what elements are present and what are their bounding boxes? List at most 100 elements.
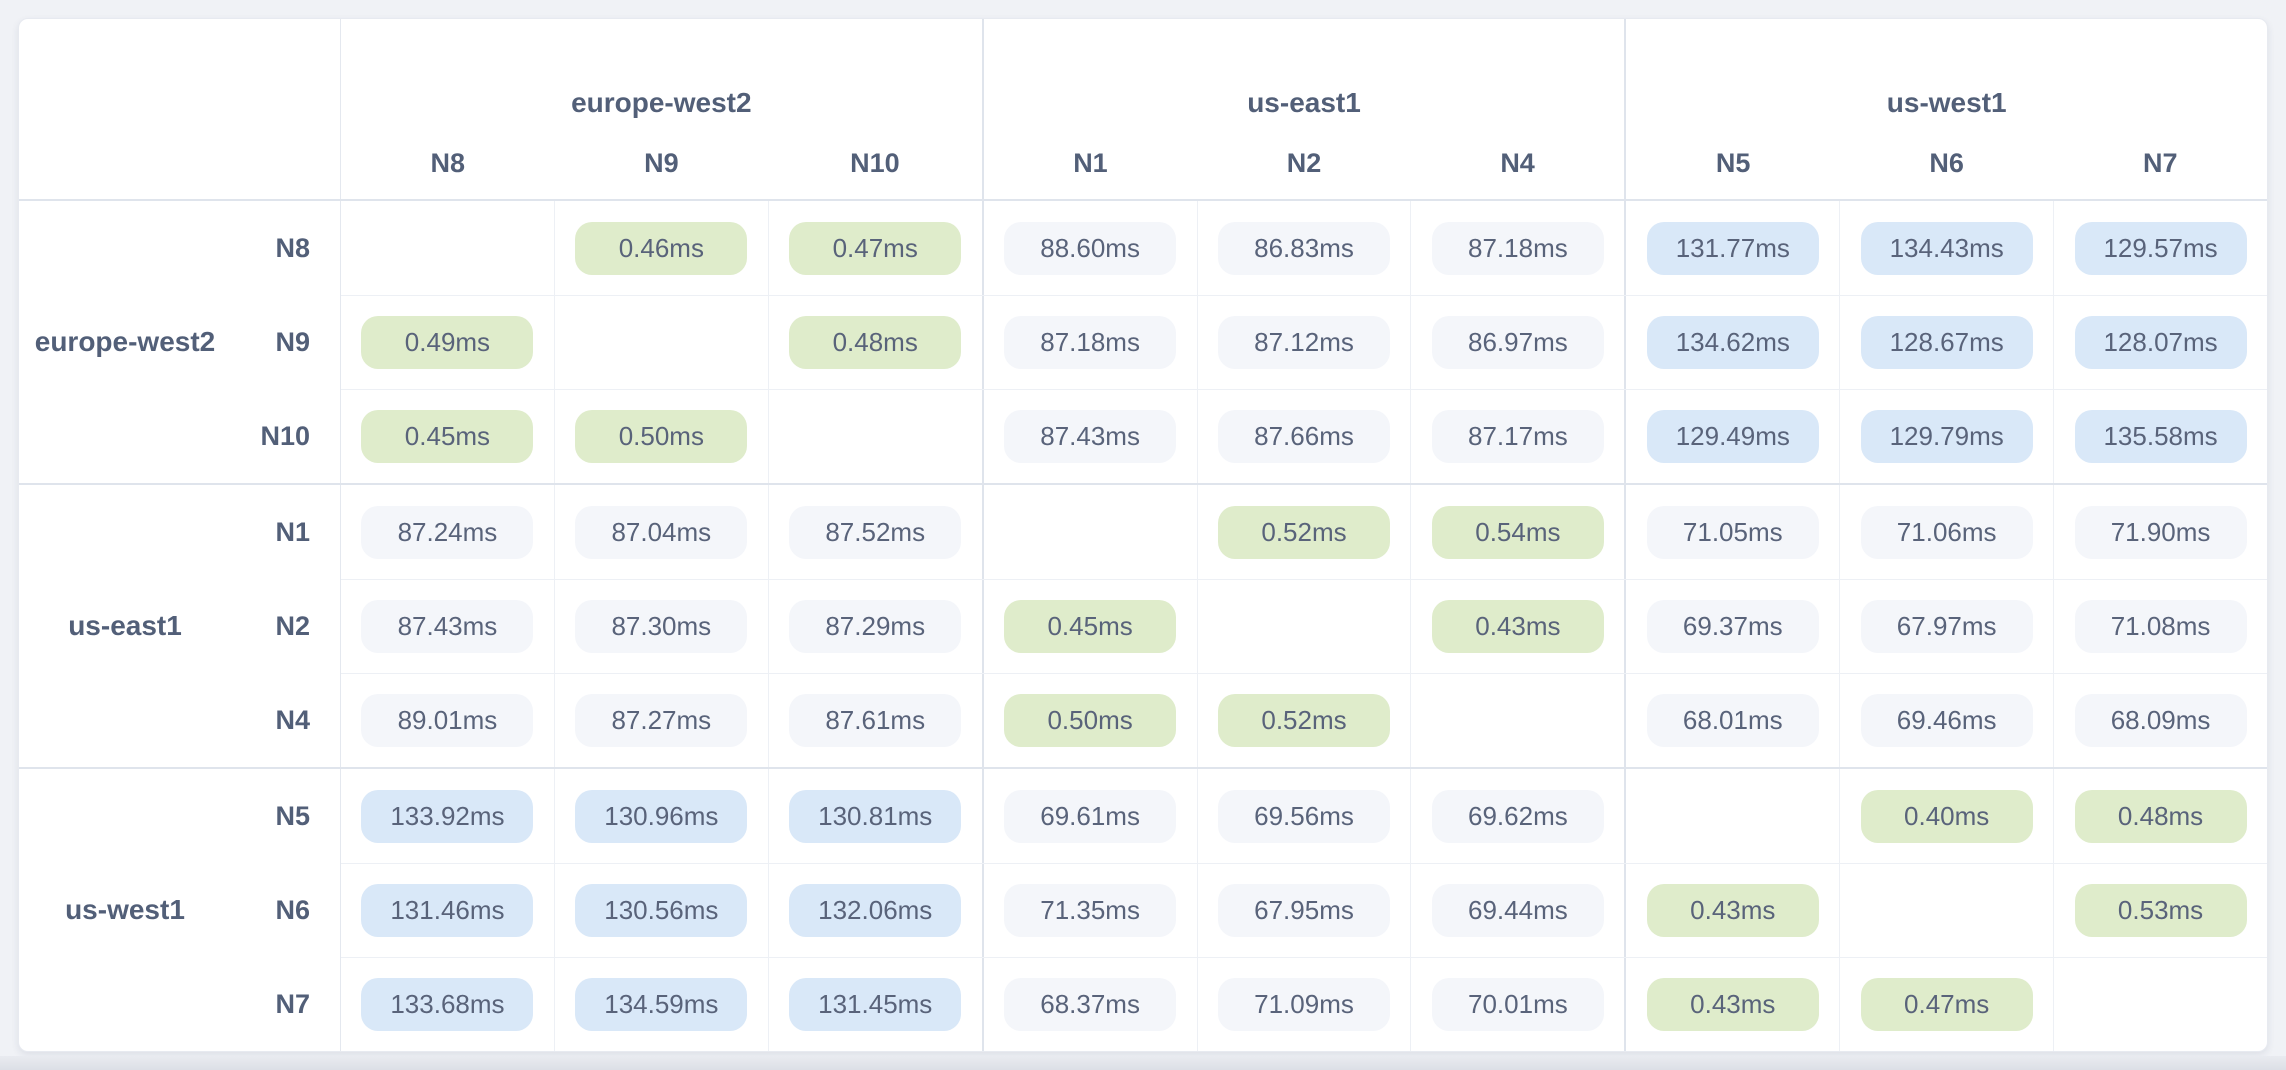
- latency-pill: 71.06ms: [1860, 505, 2033, 559]
- latency-pill: 130.96ms: [575, 789, 748, 843]
- latency-cell: 67.95ms: [1196, 864, 1411, 957]
- column-node-row: N5 N6 N7: [1626, 127, 2267, 199]
- latency-cell: 71.08ms: [2053, 580, 2267, 673]
- latency-pill: 128.67ms: [1860, 316, 2033, 369]
- column-node-label: N9: [644, 147, 679, 178]
- latency-cell-self: [1624, 769, 1839, 863]
- row-group-labels: europe-west2 N8 N9 N10: [19, 201, 341, 483]
- latency-pill: 67.97ms: [1860, 600, 2033, 653]
- latency-cell: 130.56ms: [553, 864, 768, 957]
- latency-pill: 69.61ms: [1004, 789, 1177, 843]
- column-node-row: N1 N2 N4: [984, 127, 1625, 199]
- column-region-label: us-west1: [1886, 87, 2007, 118]
- matrix-row: 87.43ms 87.30ms 87.29ms 0.45ms 0.43ms 69.37ms…: [341, 579, 2267, 673]
- latency-pill: 87.18ms: [1431, 221, 1604, 275]
- latency-pill: 71.05ms: [1646, 505, 1819, 559]
- latency-cell: 69.46ms: [1839, 674, 2053, 767]
- latency-pill: 71.35ms: [1004, 884, 1177, 937]
- latency-cell: 69.61ms: [981, 769, 1197, 863]
- latency-pill: 135.58ms: [2074, 410, 2247, 463]
- latency-cell: 87.66ms: [1196, 390, 1411, 483]
- latency-pill: 0.43ms: [1431, 600, 1604, 653]
- latency-cell: 87.30ms: [553, 580, 768, 673]
- latency-cell: 87.61ms: [767, 674, 982, 767]
- latency-pill: 132.06ms: [789, 884, 962, 937]
- latency-pill: 131.77ms: [1646, 221, 1819, 275]
- matrix-row: 133.92ms 130.96ms 130.81ms 69.61ms 69.56ms 69…: [341, 769, 2267, 863]
- latency-pill: 0.48ms: [2074, 789, 2247, 843]
- column-node-label: N7: [2142, 147, 2178, 178]
- column-node-label: N1: [1073, 147, 1108, 178]
- latency-cell: 69.56ms: [1196, 769, 1411, 863]
- latency-cell: 0.49ms: [341, 296, 554, 389]
- latency-pill: 133.68ms: [361, 978, 534, 1031]
- latency-cell: 133.92ms: [341, 769, 554, 863]
- matrix-column-headers: europe-west2 N8 N9 N10 us-east1 N1 N2 N4 us-west…: [19, 19, 2267, 201]
- latency-cell-self: [2053, 958, 2267, 1051]
- row-group-cells: 133.92ms 130.96ms 130.81ms 69.61ms 69.56ms 69…: [341, 769, 2267, 1051]
- latency-cell: 134.43ms: [1839, 201, 2053, 295]
- latency-cell: 0.43ms: [1624, 958, 1839, 1051]
- latency-pill: 134.62ms: [1646, 316, 1819, 369]
- latency-pill: 71.08ms: [2074, 600, 2247, 653]
- column-group-us-east1: us-east1 N1 N2 N4: [981, 19, 1625, 199]
- matrix-row: 0.45ms 0.50ms 87.43ms 87.66ms 87.17ms 129.49m…: [341, 389, 2267, 483]
- latency-cell: 87.43ms: [981, 390, 1197, 483]
- latency-pill: 87.30ms: [575, 600, 748, 653]
- column-node-label: N2: [1286, 147, 1322, 178]
- latency-cell: 0.45ms: [341, 390, 554, 483]
- latency-cell: 128.07ms: [2053, 296, 2267, 389]
- latency-cell: 87.17ms: [1410, 390, 1624, 483]
- matrix-row: 131.46ms 130.56ms 132.06ms 71.35ms 67.95ms 69…: [341, 863, 2267, 957]
- latency-cell: 0.48ms: [2053, 769, 2267, 863]
- row-region-label: us-west1: [65, 894, 185, 925]
- latency-pill: 129.79ms: [1860, 410, 2033, 463]
- row-node-label: N5: [275, 800, 310, 831]
- matrix-corner: [19, 19, 341, 199]
- latency-cell: 0.52ms: [1196, 485, 1411, 579]
- latency-pill: 0.54ms: [1431, 505, 1604, 559]
- latency-pill: 87.43ms: [1004, 410, 1177, 463]
- column-node-row: N8 N9 N10: [341, 127, 982, 199]
- latency-cell: 89.01ms: [341, 674, 554, 767]
- latency-pill: 129.57ms: [2074, 221, 2247, 275]
- latency-cell: 69.37ms: [1624, 580, 1839, 673]
- latency-pill: 0.48ms: [789, 316, 962, 369]
- row-group-us-west1: us-west1 N5 N6 N7 133.92ms 130.96ms 130.81ms 69…: [19, 767, 2267, 1051]
- latency-cell: 128.67ms: [1839, 296, 2053, 389]
- latency-pill: 68.37ms: [1004, 978, 1177, 1031]
- latency-cell: 134.62ms: [1624, 296, 1839, 389]
- latency-pill: 69.56ms: [1218, 789, 1390, 843]
- latency-cell: 87.27ms: [553, 674, 768, 767]
- latency-cell-self: [1410, 674, 1624, 767]
- latency-pill: 68.09ms: [2074, 694, 2247, 747]
- latency-pill: 133.92ms: [361, 789, 534, 843]
- latency-pill: 0.43ms: [1646, 978, 1819, 1031]
- latency-cell: 68.37ms: [981, 958, 1197, 1051]
- latency-cell: 130.96ms: [553, 769, 768, 863]
- latency-pill: 131.46ms: [361, 884, 534, 937]
- latency-cell: 129.49ms: [1624, 390, 1839, 483]
- row-group-cells: 87.24ms 87.04ms 87.52ms 0.52ms 0.54ms 71.05ms…: [341, 485, 2267, 767]
- latency-cell: 0.45ms: [981, 580, 1197, 673]
- latency-pill: 0.50ms: [575, 410, 748, 463]
- row-region-label: us-east1: [68, 610, 182, 641]
- row-group-cells: 0.46ms 0.47ms 88.60ms 86.83ms 87.18ms 131.77m…: [341, 201, 2267, 483]
- latency-cell: 0.43ms: [1624, 864, 1839, 957]
- latency-cell: 87.52ms: [767, 485, 982, 579]
- column-group-us-west1: us-west1 N5 N6 N7: [1624, 19, 2267, 199]
- column-region-label: europe-west2: [571, 87, 752, 118]
- latency-cell: 71.05ms: [1624, 485, 1839, 579]
- latency-pill: 0.40ms: [1860, 789, 2033, 843]
- latency-cell: 0.40ms: [1839, 769, 2053, 863]
- latency-cell: 68.09ms: [2053, 674, 2267, 767]
- latency-pill: 71.09ms: [1218, 978, 1390, 1031]
- matrix-row: 87.24ms 87.04ms 87.52ms 0.52ms 0.54ms 71.05ms…: [341, 485, 2267, 579]
- latency-pill: 0.49ms: [361, 316, 534, 369]
- latency-cell: 87.04ms: [553, 485, 768, 579]
- latency-pill: 0.47ms: [1860, 978, 2033, 1031]
- column-node-label: N4: [1500, 147, 1535, 178]
- latency-cell: 68.01ms: [1624, 674, 1839, 767]
- matrix-body: europe-west2 N8 N9 N10 0.46ms 0.47ms 88.60ms 86…: [19, 201, 2267, 1051]
- latency-cell: 87.29ms: [767, 580, 982, 673]
